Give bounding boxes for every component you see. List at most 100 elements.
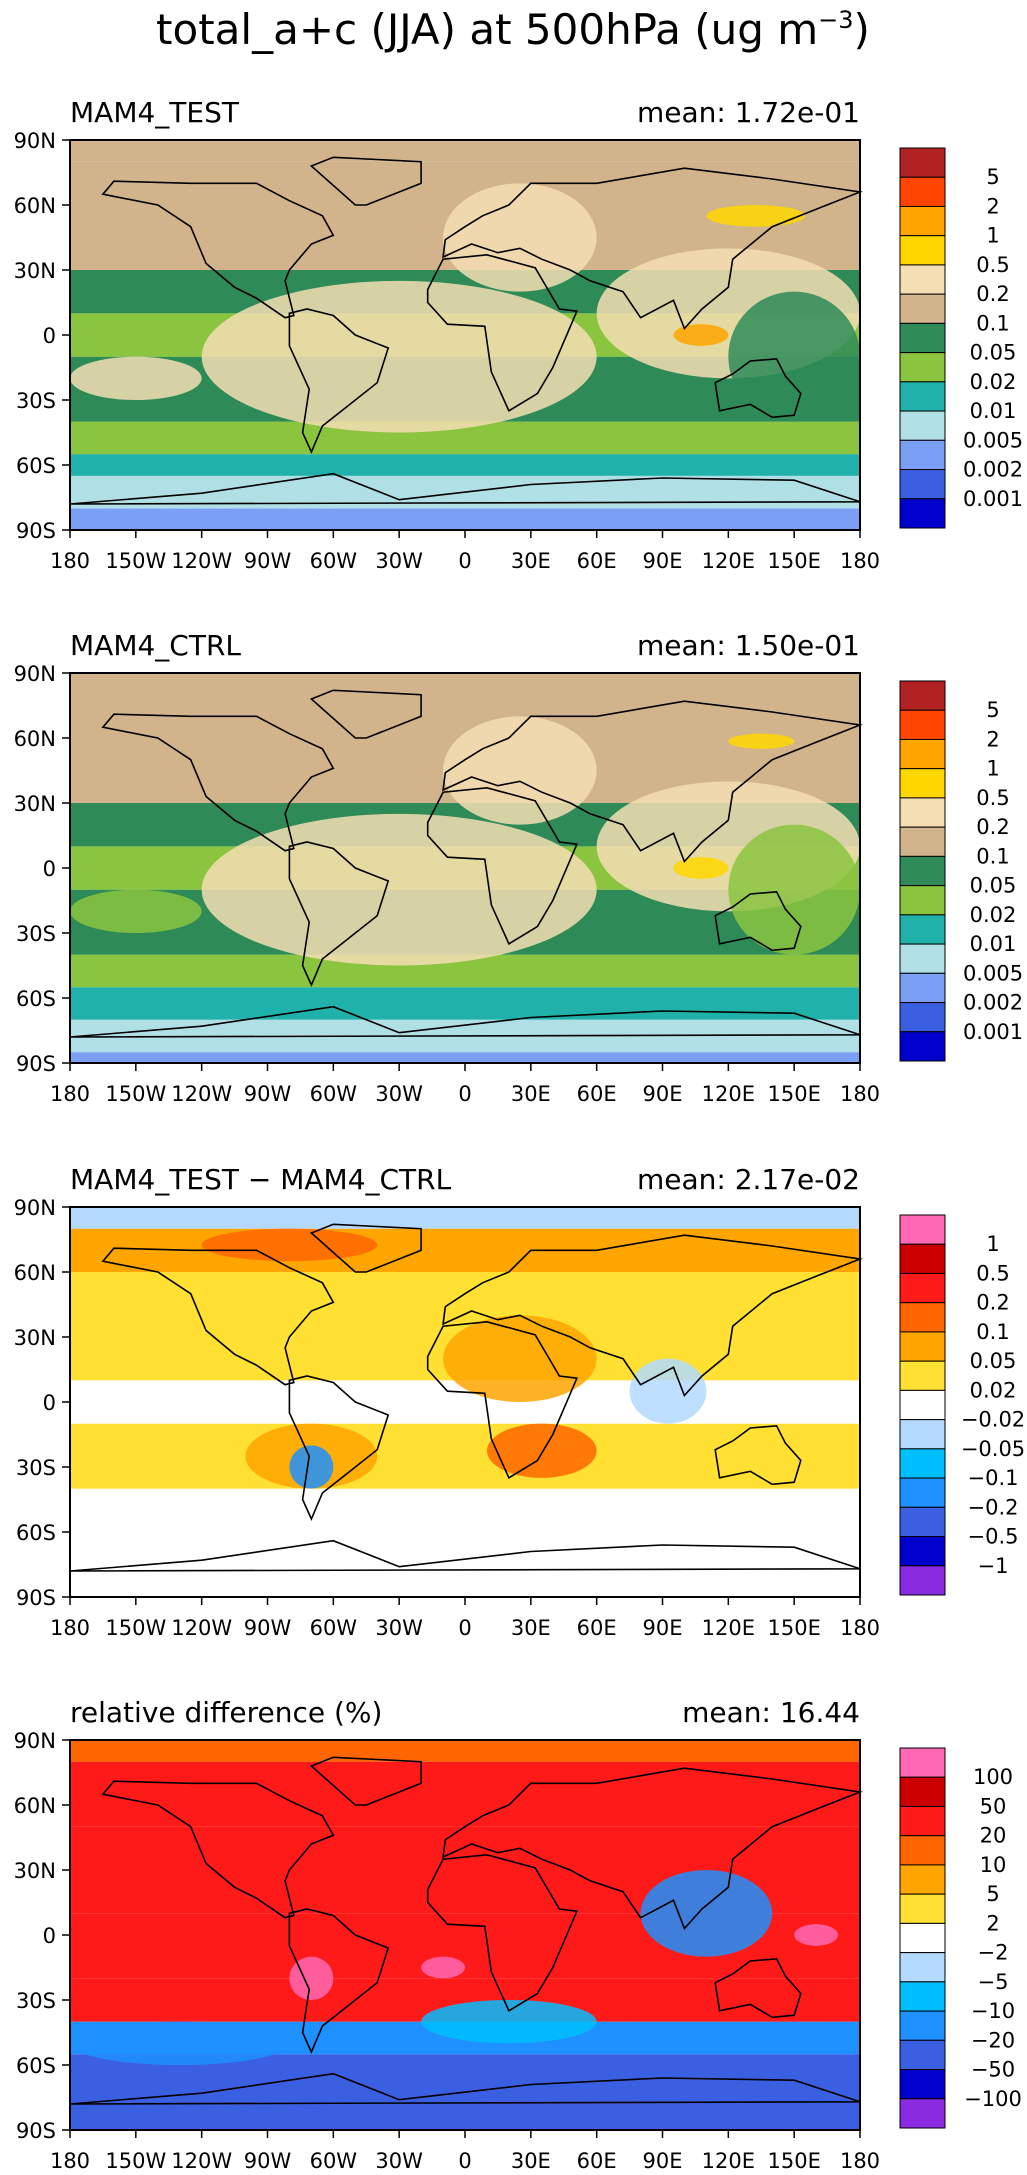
colorbar-label: 0.01	[970, 399, 1017, 423]
colorbar-label: 100	[973, 1765, 1013, 1789]
lat-tick-label: 60S	[16, 454, 56, 478]
colorbar-label: −50	[971, 2058, 1015, 2082]
lat-tick-label: 60N	[14, 727, 56, 751]
colorbar-swatch	[899, 1448, 946, 1479]
colorbar-label: 0.5	[976, 786, 1009, 810]
lat-tick-label: 0	[43, 1924, 56, 1948]
greenland-coast	[309, 1756, 422, 1806]
north-america-coast	[101, 713, 335, 852]
colorbar-label: 0.02	[970, 1378, 1017, 1402]
greenland-coast	[309, 689, 422, 739]
figure-title-main: total_a+c (JJA) at 500hPa (ug m	[156, 5, 818, 54]
colorbar-swatch	[899, 1565, 946, 1596]
lon-tick-label: 60W	[310, 1616, 358, 1640]
lon-tick-label: 60W	[310, 1082, 358, 1106]
lat-tick-label: 30N	[14, 792, 56, 816]
lat-tick-label: 30N	[14, 259, 56, 283]
lon-tick-label: 120W	[171, 1082, 232, 1106]
colorbar-swatch	[899, 914, 946, 945]
colorbar-swatch	[899, 797, 946, 828]
lat-tick-label: 60N	[14, 1261, 56, 1285]
africa-coast	[426, 253, 579, 412]
colorbar-label: −1	[978, 1554, 1009, 1578]
lon-tick-label: 120W	[171, 1616, 232, 1640]
coastlines	[69, 1756, 864, 2105]
colorbar-label: −10	[971, 1999, 1015, 2023]
lat-tick-label: 90N	[14, 1729, 56, 1753]
colorbar: 5 2 1 0.5 0.2 0.1 0.05 0.02 0.01 0.005 0.002 0.001	[899, 147, 1023, 529]
lon-tick-label: 180	[840, 2149, 880, 2173]
colorbar-label: 0.2	[976, 282, 1009, 306]
figure-title: total_a+c (JJA) at 500hPa (ug m−3)	[156, 5, 870, 54]
colorbar-label: −100	[964, 2087, 1022, 2111]
field-band	[70, 140, 860, 162]
lon-tick-label: 180	[50, 2149, 90, 2173]
field-band	[70, 1740, 860, 1762]
lon-tick-label: 180	[50, 1616, 90, 1640]
greenland-coast	[309, 156, 422, 206]
lon-tick-label: 90W	[244, 549, 292, 573]
colorbar-label: −0.1	[968, 1466, 1019, 1490]
lon-tick-label: 60W	[310, 2149, 358, 2173]
lat-tick-label: 60N	[14, 194, 56, 218]
colorbar-swatch	[899, 176, 946, 207]
colorbar-label: 2	[986, 727, 999, 751]
colorbar-label: 0.1	[976, 311, 1009, 335]
field-patch	[201, 813, 597, 966]
colorbar-swatch	[899, 1389, 946, 1421]
colorbar-swatch	[899, 410, 946, 441]
lat-tick-label: 90N	[14, 1196, 56, 1220]
field-patch	[794, 1924, 839, 1946]
lon-tick-label: 180	[50, 1082, 90, 1106]
lon-tick-label: 0	[458, 549, 471, 573]
africa-coast	[426, 1320, 579, 1479]
lat-tick-label: 90S	[16, 2119, 56, 2143]
field-patch	[289, 1956, 334, 2001]
field-band	[70, 454, 860, 476]
panel-mean: mean: 1.50e-01	[637, 629, 860, 662]
colorbar-swatch	[899, 498, 946, 529]
panel-title: MAM4_TEST − MAM4_CTRL	[70, 1163, 452, 1196]
lat-tick-label: 60S	[16, 1521, 56, 1545]
colorbar-swatch	[899, 680, 946, 711]
lon-tick-label: 90E	[643, 2149, 683, 2173]
colorbar-swatch	[899, 1922, 946, 1954]
colorbar-label: 0.05	[970, 1349, 1017, 1373]
colorbar-label: 0.1	[976, 844, 1009, 868]
colorbar-label: 1	[986, 757, 999, 781]
colorbar-label: 50	[980, 1794, 1007, 1818]
lat-tick-label: 30S	[16, 1456, 56, 1480]
colorbar-swatch	[899, 1419, 946, 1450]
north-america-coast	[101, 1247, 335, 1386]
field-patch	[706, 205, 806, 227]
colorbar-swatch	[899, 885, 946, 916]
australia-coast	[714, 1424, 802, 1486]
colorbar: 100 50 20 10 5 2 −2 −5 −10 −20 −50 −100	[899, 1747, 1022, 2129]
colorbar-label: 0.002	[963, 458, 1023, 482]
field-band	[70, 1488, 860, 1597]
colorbar-label: −2	[978, 1941, 1009, 1965]
colorbar-swatch	[899, 1952, 946, 1983]
colorbar-swatch	[899, 2010, 946, 2041]
lon-tick-label: 90E	[643, 549, 683, 573]
colorbar-swatch	[899, 1536, 946, 1567]
colorbar-swatch	[899, 1893, 946, 1924]
south-america-coast	[288, 1375, 390, 1521]
lon-tick-label: 0	[458, 2149, 471, 2173]
colorbar-label: 0.02	[970, 370, 1017, 394]
field-band	[70, 1761, 860, 1827]
lat-tick-label: 60S	[16, 987, 56, 1011]
field-band	[70, 508, 860, 530]
antarctica-coast	[69, 472, 861, 505]
south-america-coast	[288, 841, 390, 987]
lon-tick-label: 30E	[511, 549, 551, 573]
colorbar-swatch	[899, 972, 946, 1004]
australia-coast	[714, 357, 802, 419]
colorbar-swatch	[899, 2039, 946, 2071]
colorbar-label: 5	[986, 1882, 999, 1906]
eurasia-coast	[442, 1767, 864, 1931]
colorbar-swatch	[899, 2069, 946, 2100]
panel-title: MAM4_TEST	[70, 96, 240, 129]
colorbar-label: 0.05	[970, 341, 1017, 365]
colorbar-swatch	[899, 1360, 946, 1391]
